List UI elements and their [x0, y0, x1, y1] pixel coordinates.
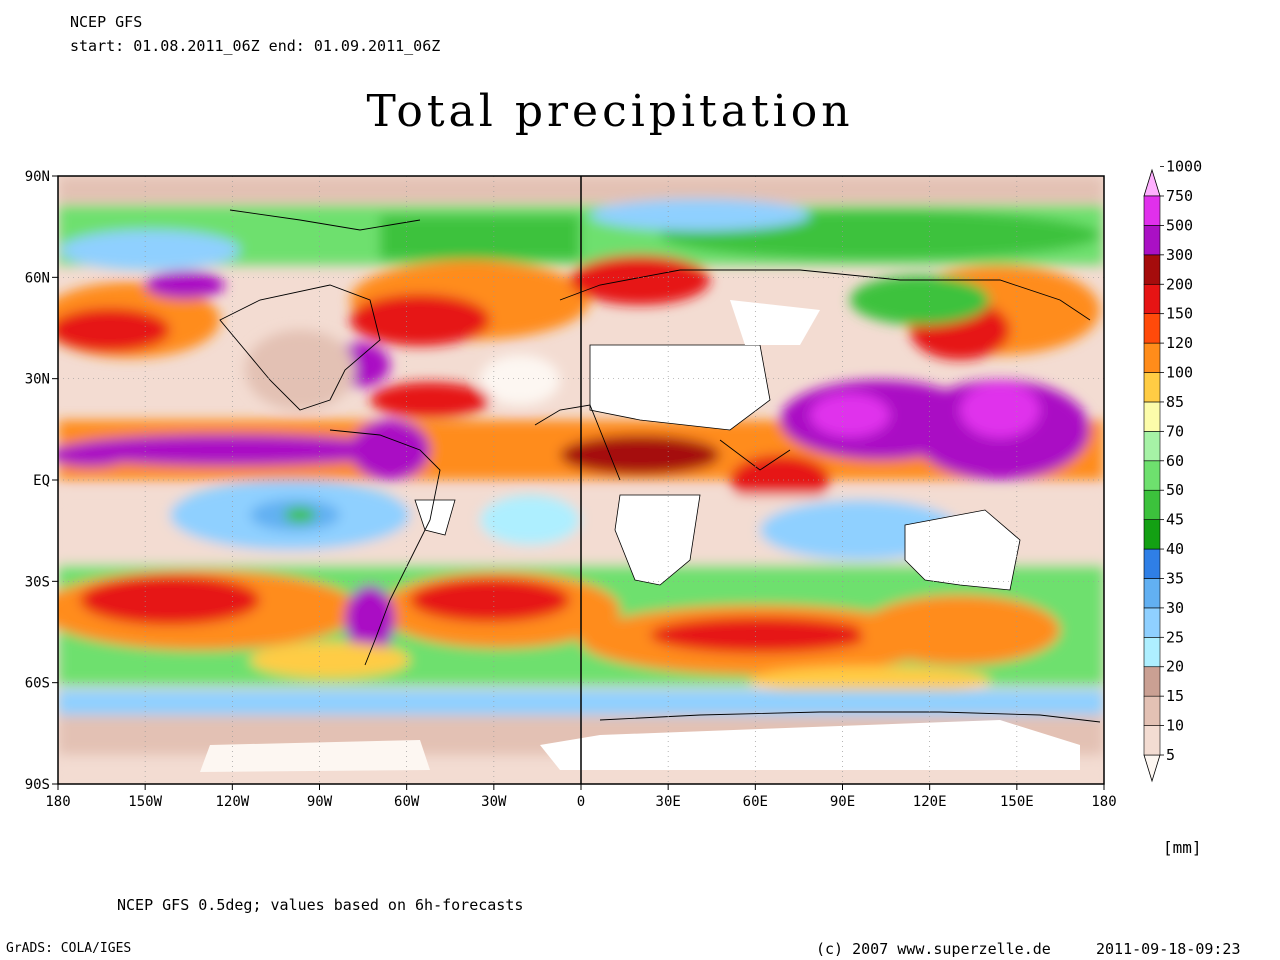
colorbar-swatch: [1143, 460, 1161, 491]
colorbar-swatch: [1143, 519, 1161, 550]
colorbar-level-label: 200: [1166, 275, 1193, 293]
colorbar-swatch: [1143, 254, 1161, 285]
lat-tick-label: 60N: [25, 270, 50, 286]
lat-tick-label: 30N: [25, 372, 50, 388]
page-title: Total precipitation: [366, 86, 854, 137]
footnote: NCEP GFS 0.5deg; values based on 6h-fore…: [117, 896, 524, 914]
colorbar-level-label: 50: [1166, 481, 1184, 499]
map-field: [58, 176, 1104, 784]
dry-land-areas: [200, 300, 1080, 772]
lat-tick-label: EQ: [33, 473, 50, 489]
colorbar-level-label: 100: [1166, 364, 1193, 382]
copyright: (c) 2007 www.superzelle.de: [816, 940, 1051, 958]
colorbar-swatch: [1143, 548, 1161, 579]
header-model: NCEP GFS: [70, 13, 143, 31]
lon-tick-label: 120E: [913, 794, 947, 810]
colorbar-swatch: [1143, 195, 1161, 226]
colorbar-level-label: 750: [1166, 187, 1193, 205]
colorbar-swatch: [1143, 489, 1161, 520]
timestamp: 2011-09-18-09:23: [1096, 940, 1241, 958]
colorbar-swatch: [1143, 725, 1161, 756]
colorbar-level-label: 45: [1166, 511, 1184, 529]
colorbar-swatch: [1143, 225, 1161, 256]
lon-tick-label: 180: [45, 794, 70, 810]
colorbar-level-label: 500: [1166, 216, 1193, 234]
colorbar-level-label: 70: [1166, 422, 1184, 440]
lon-tick-label: 30E: [656, 794, 681, 810]
longitude-axis: 180 150W 120W 90W 60W 30W 0 30E 60E 90E 120E 150E 18…: [45, 784, 1117, 810]
lat-tick-label: 90S: [25, 777, 50, 793]
colorbar-level-label: 40: [1166, 540, 1184, 558]
colorbar-level-label: 20: [1166, 658, 1184, 676]
lon-tick-label: 150E: [1000, 794, 1034, 810]
colorbar-level-label: 60: [1166, 452, 1184, 470]
unit-label: [mm]: [1163, 838, 1202, 857]
colorbar-swatch: [1143, 607, 1161, 638]
colorbar-swatch: [1143, 578, 1161, 609]
colorbar-level-label: 15: [1166, 687, 1184, 705]
lon-tick-label: 90E: [830, 794, 855, 810]
colorbar-level-label: 85: [1166, 393, 1184, 411]
colorbar-swatch: [1143, 695, 1161, 726]
colorbar-swatch: [1143, 313, 1161, 344]
colorbar-level-label: 5: [1166, 746, 1175, 764]
lon-tick-label: 60W: [394, 794, 420, 810]
lat-tick-label: 30S: [25, 574, 50, 590]
colorbar-level-label: 30: [1166, 599, 1184, 617]
lon-tick-label: 180: [1091, 794, 1116, 810]
colorbar-swatch: [1143, 666, 1161, 697]
colorbar-swatch: [1143, 342, 1161, 373]
colorbar-level-label: 150: [1166, 305, 1193, 323]
lat-tick-label: 90N: [25, 169, 50, 185]
software-credit: GrADS: COLA/IGES: [6, 941, 132, 956]
colorbar-level-label: 300: [1166, 246, 1193, 264]
lon-tick-label: 120W: [215, 794, 249, 810]
colorbar-level-label: 120: [1166, 334, 1193, 352]
lon-tick-label: 150W: [128, 794, 162, 810]
colorbar-level-label: 35: [1166, 569, 1184, 587]
header-period: start: 01.08.2011_06Z end: 01.09.2011_06…: [70, 37, 441, 55]
colorbar-swatch: [1143, 637, 1161, 668]
lon-tick-label: 90W: [307, 794, 333, 810]
colorbar-swatch: [1143, 168, 1161, 197]
lon-tick-label: 0: [577, 794, 585, 810]
coastlines: [219, 209, 1101, 723]
lon-tick-label: 30W: [481, 794, 507, 810]
colorbar-level-label: 10: [1166, 717, 1184, 735]
colorbar-swatch: [1143, 401, 1161, 432]
latitude-axis: 90N 60N 30N EQ 30S 60S 90S: [25, 169, 58, 793]
colorbar-swatch: [1143, 431, 1161, 462]
colorbar-level-label: 25: [1166, 628, 1184, 646]
colorbar-swatch: [1143, 372, 1161, 403]
colorbar-swatch: [1143, 283, 1161, 314]
lon-tick-label: 60E: [743, 794, 768, 810]
colorbar-swatch: [1143, 754, 1161, 783]
lat-tick-label: 60S: [25, 676, 50, 692]
colorbar: 5 10 15 20 25 30 35 40 45 50 60 70 85 100 120 150 200 300…: [1143, 158, 1202, 783]
colorbar-level-label: 1000: [1166, 158, 1202, 176]
